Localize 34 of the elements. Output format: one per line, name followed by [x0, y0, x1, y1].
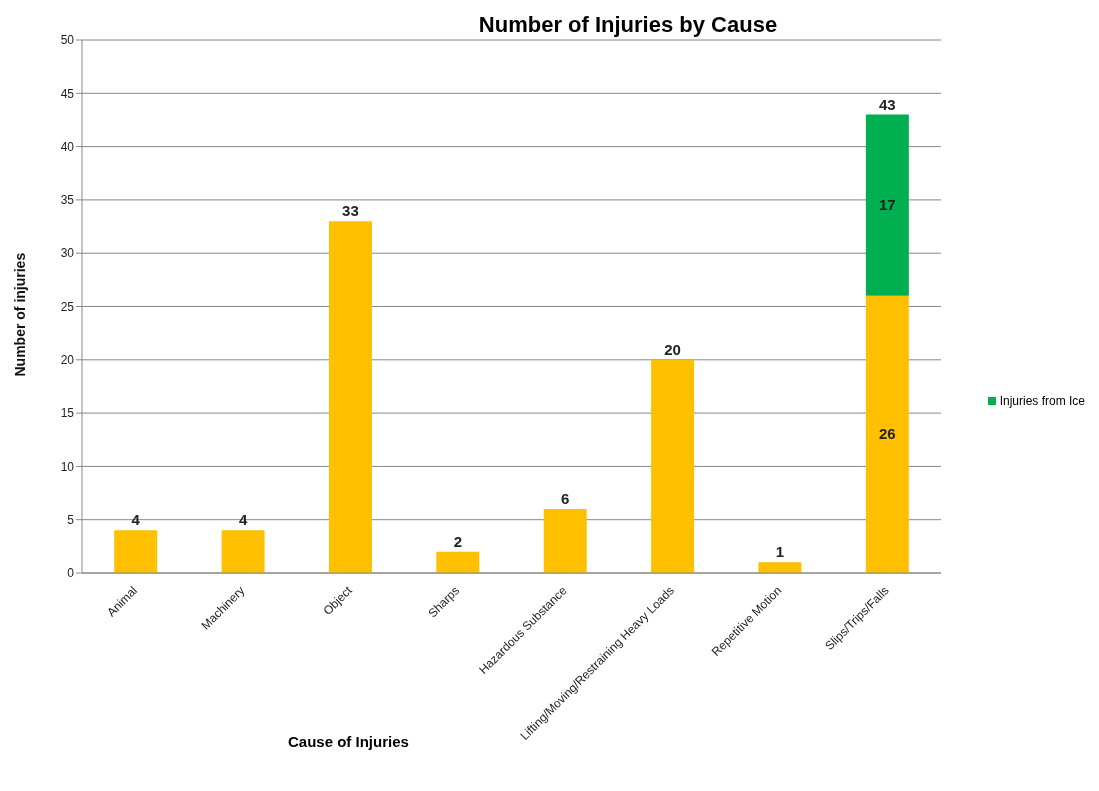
data-label: 17 [878, 196, 896, 214]
y-tick-label: 35 [60, 193, 75, 208]
y-tick-label: 15 [60, 406, 75, 421]
data-label: 33 [342, 202, 359, 220]
bar [651, 359, 695, 573]
data-label: 6 [561, 490, 570, 508]
bar [221, 530, 265, 573]
y-tick-label: 5 [67, 512, 75, 527]
data-label: 20 [664, 340, 681, 358]
data-label: 26 [878, 425, 896, 443]
bar [328, 221, 372, 573]
y-tick-label: 40 [60, 139, 75, 154]
data-label: 4 [238, 511, 248, 529]
bar [865, 295, 909, 573]
bar [114, 530, 158, 573]
chart-title: Number of Injuries by Cause [477, 12, 779, 38]
y-tick-label: 20 [60, 353, 75, 368]
data-label: 1 [775, 543, 785, 561]
bar [543, 509, 587, 573]
y-tick-label: 0 [67, 566, 75, 581]
y-tick-label: 50 [60, 33, 75, 48]
bar [865, 114, 909, 296]
y-tick-label: 45 [60, 86, 75, 101]
y-tick-label: 25 [60, 299, 75, 314]
y-tick-label: 10 [60, 459, 75, 474]
data-label: 4 [131, 511, 141, 529]
x-axis-title: Cause of Injuries [288, 733, 409, 750]
bar [758, 562, 802, 573]
y-tick-label: 30 [60, 246, 75, 261]
data-label: 2 [453, 532, 463, 550]
total-label: 43 [878, 95, 896, 113]
y-axis-title: Number of injuries [11, 252, 28, 377]
legend-label: Injuries from Ice [999, 394, 1085, 408]
bar [436, 551, 480, 573]
